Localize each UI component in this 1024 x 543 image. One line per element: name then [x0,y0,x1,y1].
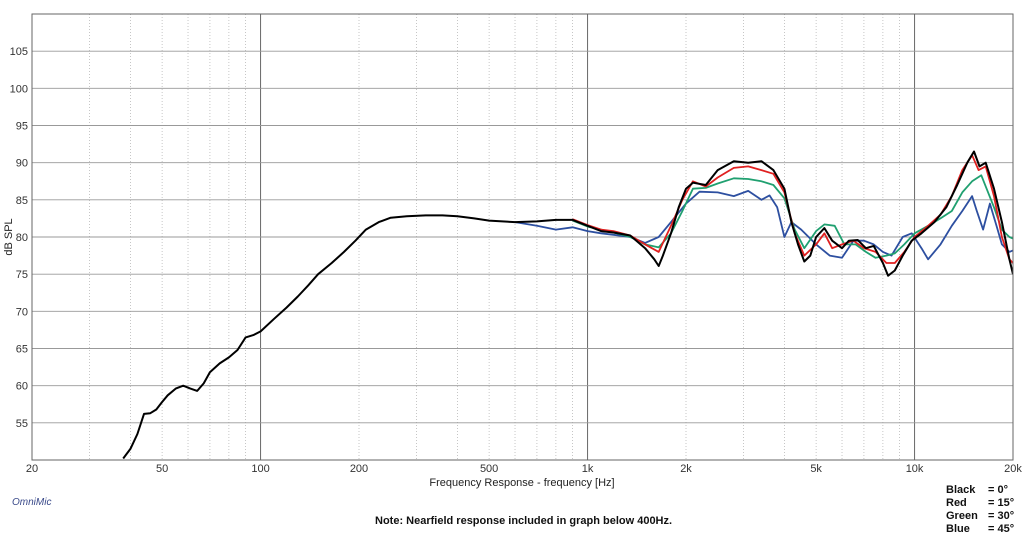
legend-item-blue: Blue = 45° [946,523,1014,536]
y-tick-label: 90 [16,158,28,170]
x-tick-label: 200 [350,463,368,475]
footnote: Note: Nearfield response included in gra… [375,515,673,527]
x-tick-label: 20k [1004,463,1022,475]
legend-value: = 15° [988,497,1015,509]
legend-value: = 45° [988,523,1015,535]
major-grid [32,14,1013,460]
x-tick-label: 5k [810,463,822,475]
y-tick-label: 60 [16,381,28,393]
x-tick-label: 10k [906,463,924,475]
legend-name: Blue [946,523,970,535]
legend-item-red: Red = 15° [946,497,1014,510]
legend-item-green: Green = 30° [946,510,1014,523]
legend-name: Red [946,497,967,509]
x-tick-label: 500 [480,463,498,475]
y-axis-ticks: 55 60 65 70 75 80 85 90 95 100 105 [10,46,28,430]
y-tick-label: 85 [16,195,28,207]
x-tick-label: 2k [680,463,692,475]
legend-name: Green [946,510,978,522]
x-tick-label: 100 [251,463,269,475]
y-tick-label: 105 [10,46,28,58]
plot-area-border [31,13,1014,461]
x-tick-label: 20 [26,463,38,475]
x-tick-label: 1k [582,463,594,475]
omnimic-label: OmniMic [12,497,52,508]
legend-value: = 30° [988,510,1015,522]
y-axis-title: dB SPL [3,218,15,255]
y-tick-label: 70 [16,306,28,318]
y-tick-label: 80 [16,232,28,244]
y-tick-label: 95 [16,121,28,133]
y-tick-label: 75 [16,269,28,281]
y-tick-label: 65 [16,344,28,356]
x-axis-ticks: 20 50 100 200 500 1k 2k 5k 10k 20k [26,463,1022,475]
y-tick-label: 55 [16,418,28,430]
legend-item-black: Black = 0° [946,484,1014,497]
series-line-black [122,150,1013,460]
series-layer [122,150,1013,460]
x-axis-title: Frequency Response - frequency [Hz] [429,477,614,489]
legend: Black = 0° Red = 15° Green = 30° Blue = … [946,484,1014,536]
legend-name: Black [946,484,976,496]
x-tick-label: 50 [156,463,168,475]
legend-value: = 0° [988,484,1008,496]
y-tick-label: 100 [10,83,28,95]
